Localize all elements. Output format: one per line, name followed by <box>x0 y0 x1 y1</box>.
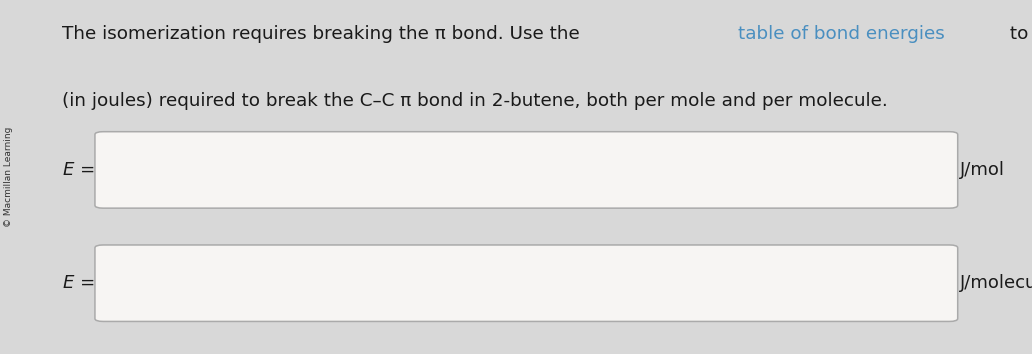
FancyBboxPatch shape <box>95 245 958 321</box>
FancyBboxPatch shape <box>95 132 958 208</box>
Text: E =: E = <box>63 161 95 179</box>
Text: © Macmillan Learning: © Macmillan Learning <box>4 127 12 227</box>
Text: E =: E = <box>63 274 95 292</box>
Text: (in joules) required to break the C–C π bond in 2-butene, both per mole and per : (in joules) required to break the C–C π … <box>62 92 888 110</box>
Text: J/mol: J/mol <box>960 161 1005 179</box>
Text: J/molecule: J/molecule <box>960 274 1032 292</box>
Text: The isomerization requires breaking the π bond. Use the: The isomerization requires breaking the … <box>62 25 585 43</box>
Text: to determine the approximate amount of energy: to determine the approximate amount of e… <box>1004 25 1032 43</box>
Text: table of bond energies: table of bond energies <box>738 25 944 43</box>
